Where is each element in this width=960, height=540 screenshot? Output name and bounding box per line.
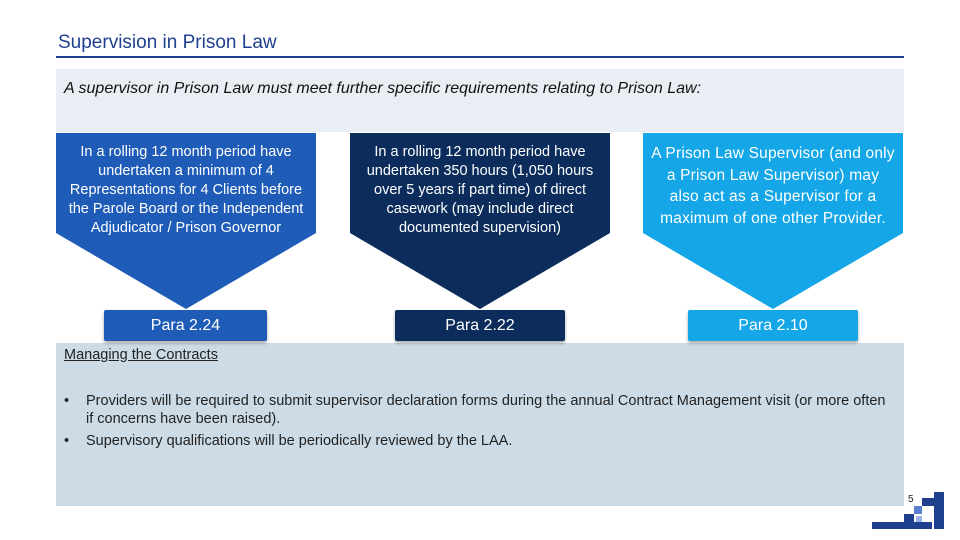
contracts-bullet-list: • Providers will be required to submit su… (62, 392, 892, 454)
contracts-panel (56, 343, 904, 506)
requirement-text-3: A Prison Law Supervisor (and only a Pris… (651, 145, 895, 227)
chevron-shape-2 (350, 133, 610, 309)
bullet-text-1: Providers will be required to submit sup… (86, 393, 886, 427)
contracts-heading: Managing the Contracts (64, 347, 218, 363)
slide-title: Supervision in Prison Law (58, 32, 277, 53)
bullet-text-2: Supervisory qualifications will be perio… (86, 433, 513, 449)
list-item: • Supervisory qualifications will be peri… (64, 433, 513, 449)
para-2-22-label: Para 2.22 (395, 310, 565, 341)
para-2-24-label: Para 2.24 (104, 310, 267, 341)
requirement-chevron-2: In a rolling 12 month period have undert… (350, 133, 610, 309)
chevron-shape-3 (643, 133, 903, 309)
page-number: 5 (908, 494, 914, 505)
intro-text: A supervisor in Prison Law must meet fur… (64, 80, 702, 97)
para-2-10-label: Para 2.10 (688, 310, 858, 341)
title-underline (56, 56, 904, 58)
requirement-chevron-1: In a rolling 12 month period have undert… (56, 133, 316, 309)
requirement-chevron-3: A Prison Law Supervisor (and only a Pris… (643, 133, 903, 309)
list-item: • Providers will be required to submit su… (64, 393, 886, 427)
requirement-text-1: In a rolling 12 month period have undert… (68, 144, 304, 236)
chevron-shape-1 (56, 133, 316, 309)
requirement-text-2: In a rolling 12 month period have undert… (366, 144, 594, 236)
laa-logo (872, 492, 952, 537)
intro-panel: A supervisor in Prison Law must meet fur… (56, 69, 904, 132)
